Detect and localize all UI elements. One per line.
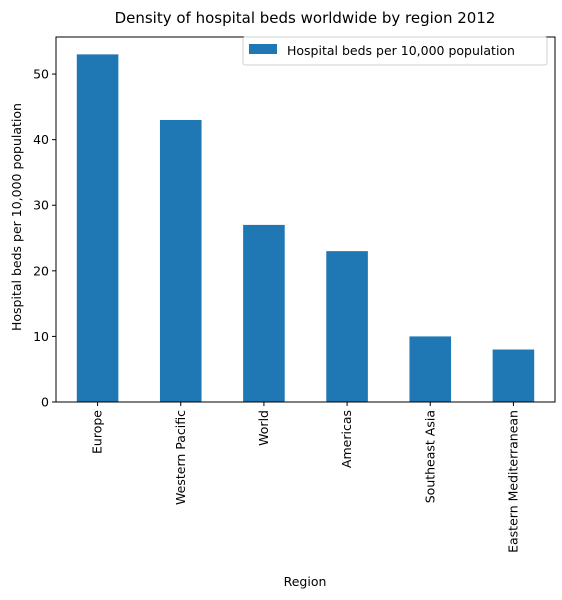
x-tick-label: World (256, 410, 271, 446)
axes-frame (55, 36, 556, 403)
bar-eastern-mediterranean (492, 349, 535, 402)
y-axis-label: Hospital beds per 10,000 population (9, 103, 24, 331)
legend-label: Hospital beds per 10,000 population (287, 43, 515, 58)
y-tick-label: 0 (41, 395, 49, 410)
bar-world (243, 224, 285, 402)
bar-southeast-asia (409, 336, 452, 402)
legend-swatch (249, 44, 277, 54)
legend: Hospital beds per 10,000 population (242, 36, 548, 66)
y-axis-ticks: 0 10 20 30 40 50 (33, 67, 56, 410)
y-tick-label: 40 (33, 132, 49, 147)
y-tick-label: 20 (33, 263, 49, 278)
y-tick-label: 10 (33, 329, 49, 344)
x-tick-label: Southeast Asia (422, 410, 437, 503)
x-axis-label: Region (284, 574, 327, 589)
x-tick-label: Europe (90, 410, 105, 454)
y-tick-label: 30 (33, 198, 49, 213)
y-tick-label: 50 (33, 67, 49, 82)
bar-europe (76, 54, 119, 402)
x-tick-label: Americas (339, 410, 354, 468)
bar-americas (326, 251, 368, 402)
x-tick-label: Eastern Mediterranean (505, 410, 520, 553)
bar-western-pacific (159, 119, 202, 402)
chart-title: Density of hospital beds worldwide by re… (115, 9, 496, 27)
x-axis-ticks: Europe Western Pacific World Americas Southe… (90, 402, 520, 553)
bars-layer (76, 54, 535, 402)
x-tick-label: Western Pacific (173, 410, 188, 505)
legend-box (242, 36, 548, 66)
